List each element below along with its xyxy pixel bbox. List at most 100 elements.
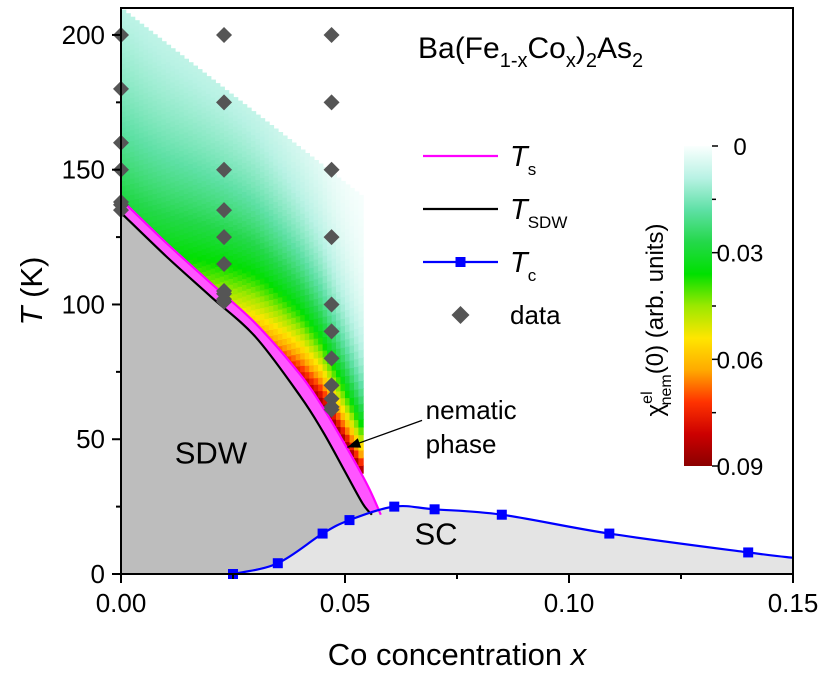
heatmap-cell bbox=[264, 187, 270, 194]
heatmap-cell bbox=[291, 279, 297, 287]
heatmap-cell bbox=[291, 242, 297, 250]
heatmap-cell bbox=[345, 243, 351, 252]
heatmap-cell bbox=[152, 138, 158, 145]
heatmap-cell bbox=[192, 257, 198, 264]
heatmap-cell bbox=[215, 83, 221, 90]
heatmap-cell bbox=[304, 345, 310, 353]
heatmap-cell bbox=[300, 320, 306, 328]
heatmap-cell bbox=[147, 140, 154, 147]
heatmap-cell bbox=[174, 196, 181, 204]
heatmap-cell bbox=[156, 120, 163, 127]
heatmap-cell bbox=[358, 388, 364, 397]
heatmap-cell bbox=[358, 357, 364, 366]
heatmap-cell bbox=[210, 222, 216, 229]
heatmap-cell bbox=[242, 168, 248, 175]
heatmap-cell bbox=[340, 318, 346, 327]
heatmap-cell bbox=[183, 131, 189, 138]
heatmap-cell bbox=[197, 159, 203, 167]
heatmap-cell bbox=[340, 368, 346, 377]
heatmap-cell bbox=[327, 191, 333, 199]
heatmap-cell bbox=[340, 375, 346, 384]
heatmap-cell bbox=[143, 206, 149, 213]
heatmap-cell bbox=[345, 213, 351, 222]
heatmap-cell bbox=[318, 263, 324, 272]
heatmap-cell bbox=[250, 140, 257, 147]
heatmap-cell bbox=[179, 234, 185, 241]
heatmap-cell bbox=[192, 251, 198, 259]
heatmap-cell bbox=[165, 61, 172, 68]
heatmap-cell bbox=[259, 301, 266, 309]
heatmap-cell bbox=[161, 201, 167, 208]
heatmap-cell bbox=[152, 83, 158, 90]
heatmap-cell bbox=[152, 133, 158, 140]
heatmap-cell bbox=[309, 325, 315, 333]
heatmap-cell bbox=[206, 98, 212, 106]
heatmap-cell bbox=[250, 175, 257, 182]
heatmap-cell bbox=[349, 225, 355, 234]
heatmap-cell bbox=[322, 282, 328, 290]
heatmap-cell bbox=[197, 74, 203, 82]
heatmap-cell bbox=[179, 172, 185, 180]
heatmap-cell bbox=[286, 213, 293, 221]
heatmap-cell bbox=[192, 150, 198, 157]
heatmap-cell bbox=[156, 109, 163, 116]
heatmap-cell bbox=[242, 202, 248, 210]
heatmap-cell bbox=[286, 299, 293, 307]
heatmap-cell bbox=[192, 155, 198, 163]
heatmap-cell bbox=[170, 70, 176, 77]
heatmap-cell bbox=[219, 224, 225, 231]
heatmap-cell bbox=[291, 167, 297, 175]
heatmap-cell bbox=[179, 105, 185, 112]
heatmap-cell bbox=[161, 157, 167, 164]
heatmap-cell bbox=[179, 206, 185, 213]
heatmap-cell bbox=[197, 125, 203, 133]
heatmap-cell bbox=[228, 174, 234, 181]
heatmap-cell bbox=[336, 397, 342, 406]
heatmap-cell bbox=[147, 85, 154, 92]
heatmap-cell bbox=[125, 120, 131, 127]
heatmap-cell bbox=[121, 174, 127, 181]
heatmap-cell bbox=[206, 224, 212, 231]
heatmap-cell bbox=[174, 51, 181, 59]
heatmap-cell bbox=[215, 123, 221, 130]
tc-point bbox=[743, 547, 754, 558]
heatmap-cell bbox=[313, 377, 319, 385]
heatmap-cell bbox=[188, 169, 194, 176]
heatmap-cell bbox=[228, 139, 234, 147]
heatmap-cell bbox=[152, 116, 158, 123]
heatmap-cell bbox=[354, 343, 360, 352]
heatmap-cell bbox=[224, 274, 230, 281]
heatmap-cell bbox=[331, 313, 337, 322]
heatmap-cell bbox=[286, 268, 293, 276]
heatmap-cell bbox=[345, 287, 351, 296]
heatmap-cell bbox=[358, 256, 364, 266]
heatmap-cell bbox=[138, 29, 145, 36]
heatmap-cell bbox=[277, 180, 284, 188]
heatmap-cell bbox=[291, 173, 297, 181]
heatmap-cell bbox=[179, 133, 185, 140]
heatmap-cell bbox=[156, 230, 163, 237]
heatmap-cell bbox=[242, 179, 248, 187]
heatmap-cell bbox=[304, 262, 310, 270]
heatmap-cell bbox=[295, 271, 301, 279]
heatmap-cell bbox=[201, 180, 207, 187]
heatmap-cell bbox=[255, 232, 261, 239]
heatmap-cell bbox=[121, 52, 127, 59]
heatmap-cell bbox=[336, 184, 342, 193]
heatmap-cell bbox=[358, 225, 364, 235]
heatmap-cell bbox=[309, 377, 315, 385]
heatmap-cell bbox=[152, 193, 158, 200]
heatmap-cell bbox=[192, 71, 198, 78]
heatmap-cell bbox=[331, 271, 337, 280]
heatmap-cell bbox=[161, 135, 167, 142]
heatmap-cell bbox=[125, 168, 131, 175]
heatmap-cell bbox=[156, 158, 163, 166]
heatmap-cell bbox=[143, 195, 149, 203]
heatmap-cell bbox=[152, 67, 158, 74]
heatmap-cell bbox=[345, 390, 351, 399]
heatmap-cell bbox=[228, 151, 234, 158]
heatmap-cell bbox=[349, 217, 355, 227]
heatmap-cell bbox=[192, 201, 198, 208]
heatmap-cell bbox=[206, 110, 212, 117]
heatmap-cell bbox=[295, 171, 301, 179]
